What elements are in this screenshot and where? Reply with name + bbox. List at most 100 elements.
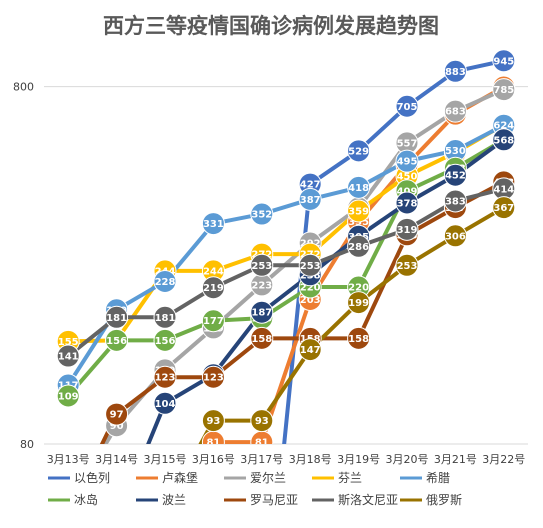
data-label: 228 (155, 277, 176, 288)
x-tick-label: 3月19号 (337, 453, 380, 466)
x-tick-label: 3月18号 (289, 453, 332, 466)
x-tick-label: 3月15号 (144, 453, 187, 466)
data-label: 156 (106, 336, 127, 347)
data-label: 883 (445, 67, 466, 78)
y-tick-label: 80 (20, 438, 34, 451)
data-point (443, 224, 467, 248)
data-label: 223 (251, 280, 272, 291)
data-label: 286 (348, 242, 369, 253)
data-label: 203 (300, 295, 321, 306)
data-label: 352 (251, 210, 272, 221)
data-point (347, 175, 371, 199)
data-label: 495 (397, 157, 418, 168)
data-label: 568 (493, 135, 514, 146)
legend-label: 爱尔兰 (250, 470, 286, 485)
legend-label: 冰岛 (74, 492, 98, 507)
data-label: 387 (300, 195, 321, 206)
data-label: 219 (203, 283, 224, 294)
data-label: 123 (155, 373, 176, 384)
data-label: 306 (445, 231, 466, 242)
data-point (347, 326, 371, 350)
legend-label: 希腊 (426, 470, 450, 485)
data-point (298, 338, 322, 362)
legend-label: 芬兰 (338, 471, 362, 485)
data-label: 557 (397, 138, 418, 149)
y-tick-label: 800 (13, 81, 34, 94)
x-tick-label: 3月16号 (192, 453, 235, 466)
data-label: 109 (58, 391, 79, 402)
data-label: 359 (348, 206, 369, 217)
data-label: 158 (348, 334, 369, 345)
data-point (395, 217, 419, 241)
data-label: 450 (397, 171, 418, 182)
data-point (250, 409, 274, 433)
data-point (443, 59, 467, 83)
data-point (347, 234, 371, 258)
data-label: 253 (397, 261, 418, 272)
legend-label: 斯洛文尼亚 (338, 492, 398, 507)
series-line (103, 87, 505, 444)
data-point (443, 163, 467, 187)
data-label: 418 (348, 183, 369, 194)
series-line (66, 186, 505, 358)
data-point (201, 409, 225, 433)
data-label: 378 (397, 198, 418, 209)
data-label: 93 (206, 416, 220, 427)
x-tick-label: 3月14号 (95, 453, 138, 466)
data-label: 141 (58, 352, 79, 363)
data-label: 81 (255, 438, 269, 449)
data-point (250, 300, 274, 324)
data-point (443, 99, 467, 123)
data-label: 244 (203, 266, 224, 277)
data-label: 177 (203, 316, 224, 327)
data-point (105, 305, 129, 329)
data-label: 123 (203, 373, 224, 384)
x-tick-label: 3月20号 (386, 453, 429, 466)
data-point (201, 276, 225, 300)
data-label: 220 (348, 282, 369, 293)
data-point (201, 309, 225, 333)
data-label: 155 (58, 337, 79, 348)
data-label: 367 (493, 203, 514, 214)
data-point (56, 344, 80, 368)
data-point (395, 94, 419, 118)
chart-title: 西方三等疫情国确诊病例发展趋势图 (103, 14, 439, 38)
data-point (153, 391, 177, 415)
data-point (395, 253, 419, 277)
data-point (492, 196, 516, 220)
data-point (201, 365, 225, 389)
data-label: 319 (397, 225, 418, 236)
data-label: 253 (251, 261, 272, 272)
data-point (153, 328, 177, 352)
data-point (347, 139, 371, 163)
data-point (250, 253, 274, 277)
data-point (105, 328, 129, 352)
x-tick-label: 3月13号 (47, 453, 90, 466)
data-label: 156 (155, 336, 176, 347)
data-label: 104 (155, 399, 176, 410)
data-label: 220 (300, 282, 321, 293)
data-label: 199 (348, 298, 369, 309)
data-point (56, 384, 80, 408)
x-tick-label: 3月22号 (482, 453, 525, 466)
legend-label: 波兰 (162, 493, 186, 507)
data-label: 93 (255, 416, 269, 427)
data-point (443, 189, 467, 213)
data-label: 331 (203, 219, 224, 230)
data-label: 705 (397, 102, 418, 113)
series-line (68, 122, 505, 344)
data-label: 683 (445, 107, 466, 118)
data-label: 452 (445, 171, 466, 182)
data-point (298, 187, 322, 211)
data-label: 81 (206, 438, 220, 449)
series-line (99, 180, 505, 444)
data-point (201, 212, 225, 236)
data-label: 181 (155, 313, 176, 324)
legend-label: 卢森堡 (162, 470, 198, 485)
data-point (250, 202, 274, 226)
data-label: 427 (300, 180, 321, 191)
data-point (492, 128, 516, 152)
data-label: 335 (348, 217, 369, 228)
